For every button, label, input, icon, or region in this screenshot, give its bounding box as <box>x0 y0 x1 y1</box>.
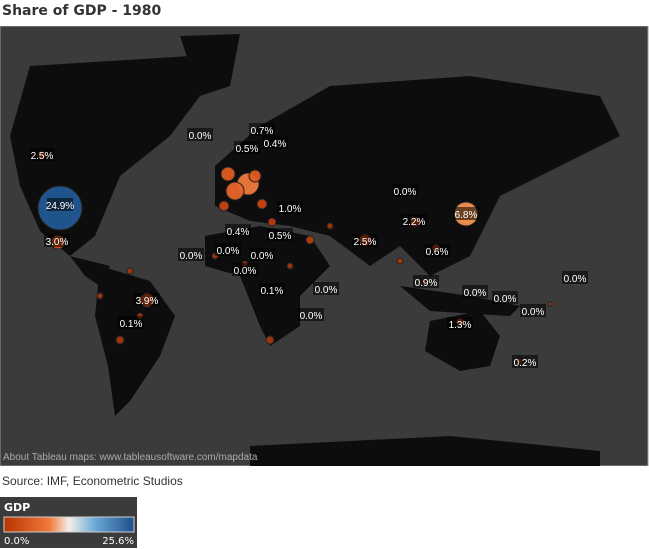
bubble-label: 0.0% <box>251 251 274 262</box>
label-bg <box>118 316 144 329</box>
bubble <box>267 217 277 227</box>
legend-title: GDP <box>4 501 30 514</box>
label-bg <box>277 201 303 214</box>
bubble-label: 0.4% <box>227 227 250 238</box>
label-bg <box>267 228 293 241</box>
label-bg <box>249 123 275 136</box>
bubble-label: 3.0% <box>46 237 69 248</box>
bubble <box>286 262 294 270</box>
label-bg <box>259 283 285 296</box>
label-bg <box>520 304 546 317</box>
label-bg <box>562 271 588 284</box>
label-bg <box>447 317 473 330</box>
bubble-label: 0.0% <box>394 187 417 198</box>
bubble-label: 0.9% <box>415 278 438 289</box>
label-bg <box>134 293 160 306</box>
label-bg <box>215 243 241 256</box>
bubble-label: 2.5% <box>354 237 377 248</box>
bubble-label: 0.0% <box>522 307 545 318</box>
bubble-label: 0.0% <box>464 288 487 299</box>
label-bg <box>424 244 450 257</box>
source: Source: IMF, Econometric Studios <box>2 474 183 488</box>
bubble-label: 0.0% <box>234 266 257 277</box>
bubble-label: 0.1% <box>261 286 284 297</box>
bubble-label: 0.0% <box>189 131 212 142</box>
bubble-label: 0.0% <box>217 246 240 257</box>
bubble <box>126 267 134 275</box>
bubble <box>218 200 230 212</box>
label-bg <box>453 207 479 220</box>
label-bg <box>232 263 258 276</box>
label-bg <box>225 224 251 237</box>
bubble-label: 6.8% <box>455 210 478 221</box>
label-bg <box>462 285 488 298</box>
bubble <box>225 181 245 201</box>
bubble-label: 0.1% <box>120 319 143 330</box>
label-bg <box>187 128 213 141</box>
bubble <box>265 335 275 345</box>
bubble-label: 0.2% <box>514 358 537 369</box>
label-bg <box>249 248 275 261</box>
bubble-label: 2.2% <box>403 217 426 228</box>
bubble-label: 1.0% <box>279 204 302 215</box>
label-bg <box>47 198 73 211</box>
label-bg <box>262 136 288 149</box>
label-bg <box>178 248 204 261</box>
bubble <box>547 301 553 307</box>
bubble-label: 3.9% <box>136 296 159 307</box>
label-bg <box>352 234 378 247</box>
bubble <box>248 169 262 183</box>
label-bg <box>29 148 55 161</box>
label-bg <box>44 234 70 247</box>
bubble <box>220 166 236 182</box>
bubble-label: 0.5% <box>236 144 259 155</box>
bubble-label: 0.0% <box>300 311 323 322</box>
label-bg <box>298 308 324 321</box>
title: Share of GDP - 1980 <box>2 3 162 19</box>
bubble-label: 0.0% <box>564 274 587 285</box>
bubble-label: 0.5% <box>269 231 292 242</box>
label-bg <box>392 184 418 197</box>
bubble-label: 0.6% <box>426 247 449 258</box>
label-bg <box>512 355 538 368</box>
label-bg <box>313 282 339 295</box>
label-bg <box>492 291 518 304</box>
map: 24.9% 2.5% 3.0% 0.0% 0.7% 0.5% 0.4% 1.0% 0.0% 2.2… <box>0 26 649 466</box>
bubble <box>115 335 125 345</box>
label-bg <box>413 275 439 288</box>
bubble <box>256 198 268 210</box>
bubble <box>396 257 404 265</box>
legend: GDP 0.0% 25.6% <box>0 497 137 548</box>
bubble-label: 1.3% <box>449 320 472 331</box>
bubble-label: 0.7% <box>251 126 274 137</box>
bubble-label: 0.0% <box>180 251 203 262</box>
bubble-label: 2.5% <box>31 151 54 162</box>
color-ramp <box>3 516 135 533</box>
bubble <box>326 222 334 230</box>
label-bg <box>401 214 427 227</box>
bubble <box>96 292 104 300</box>
bubble <box>305 235 315 245</box>
bubble-label: 0.0% <box>315 285 338 296</box>
attribution: About Tableau maps: www.tableausoftware.… <box>3 452 258 463</box>
bubble-label: 24.9% <box>46 201 74 212</box>
legend-min: 0.0% <box>4 536 29 547</box>
bubble-label: 0.0% <box>494 294 517 305</box>
bubble-label: 0.4% <box>264 139 287 150</box>
label-bg <box>234 141 260 154</box>
legend-max: 25.6% <box>102 536 134 547</box>
